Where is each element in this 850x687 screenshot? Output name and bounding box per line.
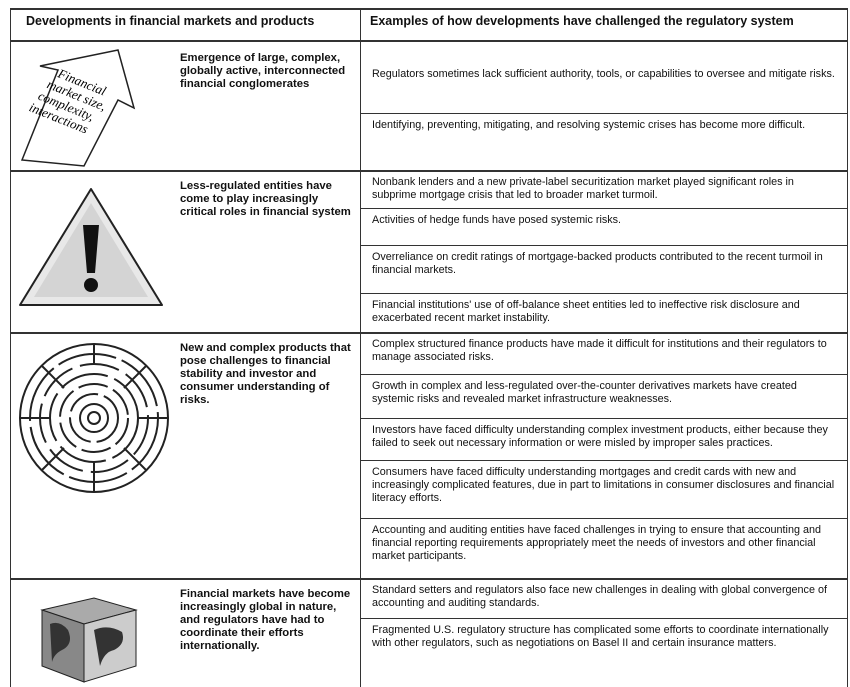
example: Activities of hedge funds have posed sys… <box>372 214 622 226</box>
example-rule <box>360 374 847 375</box>
border <box>10 8 847 10</box>
header-left: Developments in financial markets and pr… <box>26 14 315 28</box>
example-rule <box>360 208 847 209</box>
example: Growth in complex and less-regulated ove… <box>372 380 797 405</box>
header-rule <box>10 40 847 42</box>
development: New and complex products that pose chall… <box>180 342 351 406</box>
header-right: Examples of how developments have challe… <box>370 14 794 28</box>
example-rule <box>360 460 847 461</box>
example: Consumers have faced difficulty understa… <box>372 466 835 504</box>
column-divider <box>360 8 361 687</box>
arrow-icon: Financial market size, complexity, inter… <box>20 49 136 167</box>
example: Complex structured finance products have… <box>372 338 827 363</box>
section-rule <box>10 170 847 172</box>
example-rule <box>360 293 847 294</box>
example-rule <box>360 518 847 519</box>
example: Nonbank lenders and a new private-label … <box>372 176 794 201</box>
section-rule <box>10 578 847 580</box>
section-rule <box>10 332 847 334</box>
example: Investors have faced difficulty understa… <box>372 424 828 449</box>
border <box>847 8 848 687</box>
example: Accounting and auditing entities have fa… <box>372 524 821 562</box>
warning-icon <box>19 188 163 306</box>
development: Financial markets have become increasing… <box>180 588 351 652</box>
example: Financial institutions' use of off-balan… <box>372 299 800 324</box>
example: Identifying, preventing, mitigating, and… <box>372 119 806 131</box>
maze-icon <box>19 343 169 493</box>
example: Fragmented U.S. regulatory structure has… <box>372 624 829 649</box>
development: Emergence of large, complex, globally ac… <box>180 52 346 90</box>
example: Overreliance on credit ratings of mortga… <box>372 251 823 276</box>
example: Standard setters and regulators also fac… <box>372 584 827 609</box>
example-rule <box>360 418 847 419</box>
example-rule <box>360 618 847 619</box>
example-rule <box>360 113 847 114</box>
globe-cube-icon <box>40 597 138 683</box>
border <box>10 8 11 687</box>
example: Regulators sometimes lack sufficient aut… <box>372 68 835 80</box>
development: Less-regulated entities have come to pla… <box>180 180 351 218</box>
example-rule <box>360 245 847 246</box>
